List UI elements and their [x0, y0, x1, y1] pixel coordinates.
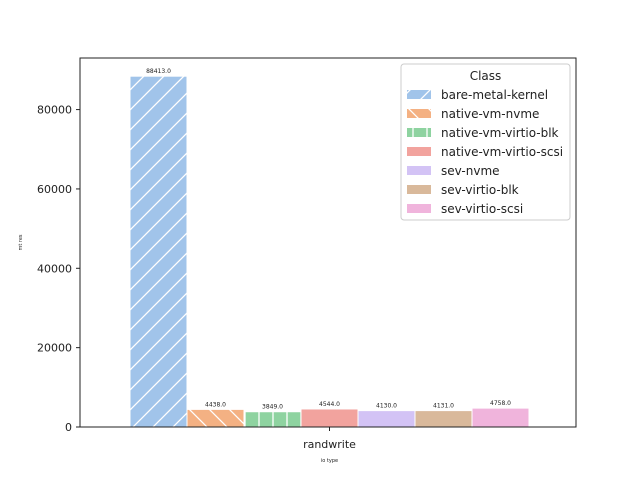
- legend-title: Class: [470, 69, 502, 83]
- bar-sev-virtio-scsi: [471, 407, 530, 428]
- legend-swatch-native-vm-nvme: [407, 109, 431, 118]
- bar-sev-virtio-blk: [414, 410, 473, 428]
- data-label-native-vm-nvme: 4438.0: [205, 401, 226, 408]
- data-label-native-vm-virtio-blk: 3849.0: [262, 404, 283, 411]
- bar-sev-nvme: [357, 410, 416, 428]
- bars-layer: [129, 75, 530, 428]
- y-tick-label: 0: [65, 421, 72, 434]
- y-tick-label: 40000: [37, 262, 72, 275]
- y-tick-label: 80000: [37, 104, 72, 117]
- legend-swatch-bare-metal-kernel: [407, 90, 431, 99]
- bar-native-vm-virtio-scsi: [300, 408, 359, 428]
- legend-swatch-sev-virtio-blk: [407, 185, 431, 194]
- legend-label-sev-nvme: sev-nvme: [441, 164, 500, 178]
- y-tick-label: 60000: [37, 183, 72, 196]
- legend-label-native-vm-virtio-scsi: native-vm-virtio-scsi: [441, 145, 563, 159]
- data-label-sev-virtio-scsi: 4758.0: [490, 400, 511, 407]
- legend-swatch-native-vm-virtio-scsi: [407, 147, 431, 156]
- legend-swatch-sev-nvme: [407, 166, 431, 175]
- y-axis-label: mt res: [18, 234, 24, 250]
- bar-native-vm-nvme: [186, 408, 245, 428]
- y-axis: 0 20000 40000 60000 80000: [37, 104, 80, 434]
- legend-label-bare-metal-kernel: bare-metal-kernel: [441, 88, 548, 102]
- legend-swatch-native-vm-virtio-blk: [407, 128, 431, 137]
- data-label-sev-nvme: 4130.0: [376, 403, 397, 410]
- data-label-sev-virtio-blk: 4131.0: [433, 403, 454, 410]
- data-label-native-vm-virtio-scsi: 4544.0: [319, 401, 340, 408]
- legend: Class bare-metal-kernel native-vm-nvme nati…: [400, 63, 571, 221]
- y-tick-label: 20000: [37, 342, 72, 355]
- data-label-bare-metal-kernel: 88413.0: [146, 68, 171, 75]
- legend-swatch-sev-virtio-scsi: [407, 204, 431, 213]
- bar-bare-metal-kernel: [129, 75, 188, 428]
- legend-label-sev-virtio-blk: sev-virtio-blk: [441, 183, 519, 197]
- x-axis: randwrite: [303, 427, 356, 451]
- data-labels-layer: 88413.0 4438.0 3849.0 4544.0 4130.0 4131.0 475…: [146, 68, 511, 411]
- legend-label-native-vm-virtio-blk: native-vm-virtio-blk: [441, 126, 559, 140]
- bar-native-vm-virtio-blk: [243, 411, 302, 428]
- plot-frame: [79, 57, 577, 428]
- legend-box: [400, 63, 571, 221]
- legend-label-native-vm-nvme: native-vm-nvme: [441, 107, 539, 121]
- legend-label-sev-virtio-scsi: sev-virtio-scsi: [441, 202, 523, 216]
- x-tick-label: randwrite: [303, 438, 356, 451]
- x-axis-label: io type: [321, 458, 338, 464]
